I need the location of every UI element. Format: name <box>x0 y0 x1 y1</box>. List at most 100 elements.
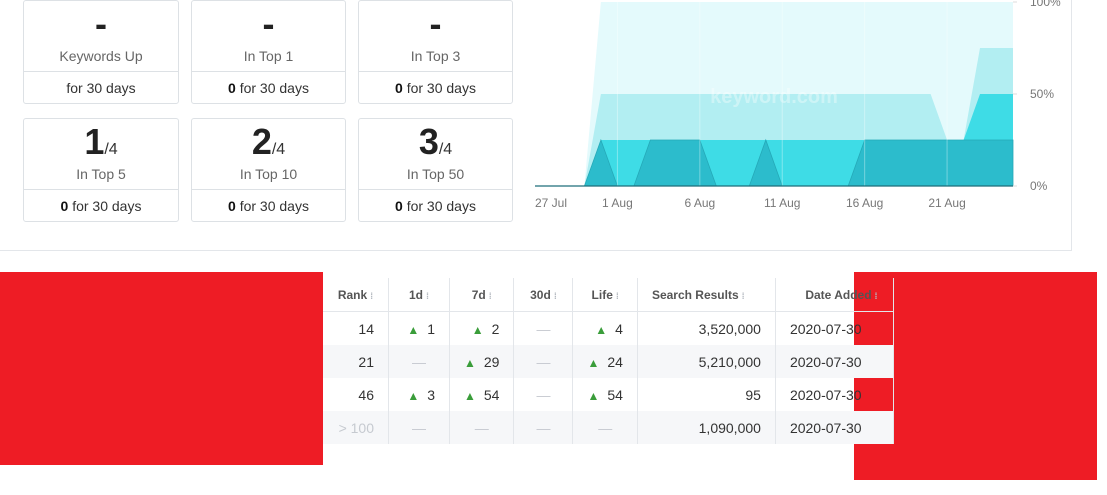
stat-card: - In Top 1 0 for 30 days <box>191 0 346 104</box>
count: 0 <box>395 80 403 96</box>
header-text: 30d <box>530 287 551 302</box>
table-cell: 46 <box>323 378 389 411</box>
count: 0 <box>228 198 236 214</box>
cell-text: 2020-07-30 <box>789 419 862 436</box>
table-cell: ▲ 3 <box>388 378 450 411</box>
stat-value: - <box>24 3 178 45</box>
stat-footer: 0 for 30 days <box>24 189 178 223</box>
x-tick-label: 11 Aug <box>764 196 800 210</box>
footer-text: for 30 days <box>239 198 309 214</box>
rank-chart: 27 Jul 1 Aug 6 Aug 11 Aug 16 Aug 21 Aug 0% 50% 1… <box>534 0 1061 210</box>
count: 0 <box>395 198 403 214</box>
table-cell: — <box>513 311 574 345</box>
table-cell: — <box>513 345 574 378</box>
header-text: 1d <box>408 287 423 302</box>
cell-text: — <box>412 419 426 436</box>
table-cell: ▲ 54 <box>449 378 515 411</box>
cell-text: 3 <box>427 386 435 403</box>
stat-label: In Top 1 <box>243 48 294 64</box>
value-suffix: /4 <box>438 141 453 158</box>
x-tick-label: 16 Aug <box>846 196 883 210</box>
value: - <box>429 3 442 44</box>
stat-footer: 0 for 30 days <box>192 189 345 223</box>
column-header: 30d ⁞ <box>513 278 574 312</box>
stat-value: 2/4 <box>192 121 345 163</box>
table-cell: 3,520,000 <box>637 311 776 345</box>
table-row: 21 — ▲ 29 — ▲ 24 5,210,000 2020-07-30 <box>323 345 894 378</box>
cell-text: — <box>536 386 551 403</box>
table-cell: — <box>449 411 515 444</box>
trend-up-icon: ▲ <box>464 388 476 403</box>
trend-up-icon: ▲ <box>595 322 608 337</box>
table-cell: 95 <box>637 378 776 411</box>
table-row: > 100 — — — — 1,090,000 2020-07-30 <box>323 411 894 444</box>
table-cell: — <box>572 411 638 444</box>
trend-up-icon: ▲ <box>407 388 420 403</box>
cell-text: 46 <box>358 386 374 403</box>
table-cell: ▲ 2 <box>449 311 515 345</box>
table-row: 46 ▲ 3 ▲ 54— ▲ 54 95 2020-07-30 <box>323 378 894 411</box>
table-cell: 2020-07-30 <box>775 411 894 444</box>
stat-label: In Top 50 <box>406 166 465 182</box>
stat-card: 1/4 In Top 5 0 for 30 days <box>23 118 179 222</box>
cell-text: — <box>536 320 551 337</box>
count: 0 <box>228 80 236 96</box>
value: 1 <box>84 121 105 162</box>
footer-text: for 30 days <box>239 80 309 96</box>
table-cell: ▲ 1 <box>388 311 450 345</box>
value: - <box>95 3 107 44</box>
header-text: Life <box>591 287 613 302</box>
trend-up-icon: ▲ <box>407 322 420 337</box>
cell-text: — <box>598 419 613 436</box>
cell-text: 1 <box>427 320 435 337</box>
header-text: Date Added <box>805 287 872 302</box>
header-text: Rank <box>337 287 368 302</box>
table-cell: 5,210,000 <box>637 345 776 378</box>
stat-value: - <box>359 3 512 45</box>
cell-text: — <box>536 353 551 370</box>
cell-text: 54 <box>607 386 623 403</box>
table-cell: ▲ 54 <box>572 378 638 411</box>
cell-text: 95 <box>745 386 761 403</box>
watermark: keyword.com <box>710 86 838 108</box>
cell-text: 3,520,000 <box>698 320 761 337</box>
trend-up-icon: ▲ <box>471 322 484 337</box>
table-cell: — <box>513 378 574 411</box>
cell-text: 4 <box>615 320 623 337</box>
count: 0 <box>60 198 69 214</box>
x-tick-label: 1 Aug <box>602 196 633 210</box>
overview-panel <box>0 0 1072 251</box>
header-row: Rank ⁞ 1d ⁞ 7d ⁞ 30d ⁞ Life ⁞ Search Results ⁞ Date … <box>323 278 894 312</box>
stat-label: Keywords Up <box>59 48 143 64</box>
trend-up-icon: ▲ <box>587 355 600 370</box>
column-header: Rank ⁞ <box>323 278 389 312</box>
cell-text: 2020-07-30 <box>789 320 862 337</box>
cell-text: 21 <box>358 353 374 370</box>
table-cell: — <box>388 345 450 378</box>
cell-text: — <box>412 353 426 370</box>
table-cell: — <box>388 411 450 444</box>
trend-up-icon: ▲ <box>587 388 600 403</box>
footer-text: for 30 days <box>406 198 476 214</box>
cell-text: > 100 <box>338 419 374 436</box>
column-header: Life ⁞ <box>572 278 638 312</box>
stat-label: In Top 3 <box>410 48 461 64</box>
keyword-table: Rank ⁞ 1d ⁞ 7d ⁞ 30d ⁞ Life ⁞ Search Results ⁞ Date … <box>323 278 894 444</box>
sort-icon: ⁞ <box>615 290 619 301</box>
trend-up-icon: ▲ <box>464 355 476 370</box>
cell-text: 14 <box>358 320 374 337</box>
table-cell: ▲ 24 <box>572 345 638 378</box>
table-cell: ▲ 4 <box>572 311 638 345</box>
y-tick-label: 0% <box>1030 179 1048 193</box>
column-header: Date Added ⁞ <box>775 278 894 312</box>
table-cell: 2020-07-30 <box>775 311 894 345</box>
y-tick-label: 50% <box>1030 87 1054 101</box>
value: 2 <box>251 121 272 162</box>
column-header: Search Results ⁞ <box>637 278 776 312</box>
cell-text: 2020-07-30 <box>789 353 862 370</box>
cell-text: 2 <box>491 320 500 337</box>
value: - <box>262 3 275 44</box>
redaction <box>854 272 1097 480</box>
value-suffix: /4 <box>104 141 118 158</box>
table-cell: 1,090,000 <box>637 411 776 444</box>
